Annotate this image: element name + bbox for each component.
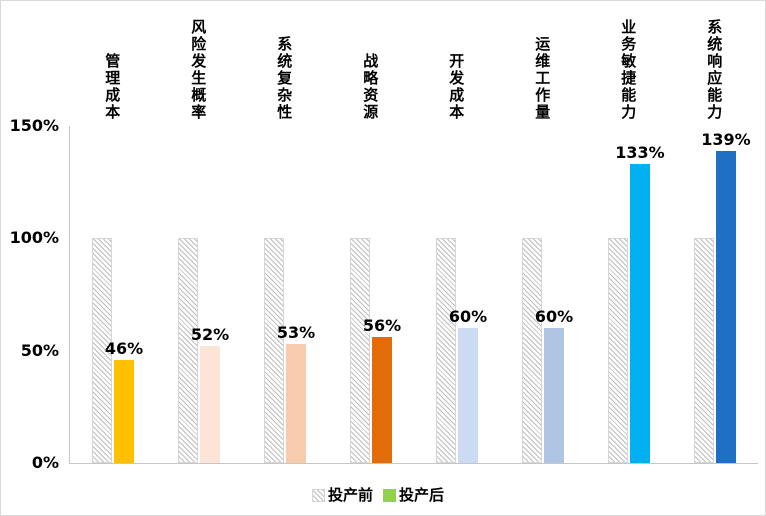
value-label: 60% xyxy=(448,307,488,327)
bar-before-wrap xyxy=(694,126,714,463)
bar-before-wrap xyxy=(608,126,628,463)
bar-after-wrap: 52% xyxy=(191,126,229,463)
bar-before-wrap xyxy=(522,126,542,463)
bar-group: 60% xyxy=(500,126,586,463)
category-label-cell: 开发成本 xyxy=(413,5,499,121)
bar-before-wrap xyxy=(92,126,112,463)
bar-before xyxy=(608,238,628,463)
y-tick-label: 100% xyxy=(9,228,59,248)
bar-group: 139% xyxy=(672,126,758,463)
bar-after-wrap: 60% xyxy=(449,126,487,463)
value-label: 52% xyxy=(190,325,230,345)
bar-group: 53% xyxy=(242,126,328,463)
category-label: 业务敏捷能力 xyxy=(619,19,638,121)
category-label: 战略资源 xyxy=(361,53,380,121)
bar-group: 133% xyxy=(586,126,672,463)
bar-after-wrap: 56% xyxy=(363,126,401,463)
category-label: 系统响应能力 xyxy=(705,19,724,121)
value-label: 139% xyxy=(701,129,751,149)
category-label: 开发成本 xyxy=(447,53,466,121)
bar-before-wrap xyxy=(264,126,284,463)
legend: 投产前 投产后 xyxy=(1,488,765,503)
category-label: 管理成本 xyxy=(103,53,122,121)
bar-after xyxy=(286,343,306,463)
category-label-cell: 业务敏捷能力 xyxy=(585,5,671,121)
bar-before xyxy=(264,238,284,463)
bar-after xyxy=(716,150,736,463)
bar-after xyxy=(630,164,650,463)
value-label: 60% xyxy=(534,307,574,327)
legend-before-label: 投产前 xyxy=(327,486,373,504)
plot-area: 46% 52% 53% 56% 60% 60% 133% 139% xyxy=(69,126,758,464)
legend-after-swatch xyxy=(383,489,396,502)
value-label: 53% xyxy=(276,322,316,342)
bar-after-wrap: 133% xyxy=(615,126,665,463)
bar-before xyxy=(350,238,370,463)
bar-before xyxy=(178,238,198,463)
value-label: 133% xyxy=(615,143,665,163)
bar-before xyxy=(522,238,542,463)
value-label: 46% xyxy=(104,338,144,358)
category-label-cell: 系统响应能力 xyxy=(671,5,757,121)
category-label: 运维工作量 xyxy=(533,36,552,121)
bar-after xyxy=(114,359,134,463)
bar-group: 46% xyxy=(70,126,156,463)
bar-after xyxy=(200,346,220,463)
bar-group: 56% xyxy=(328,126,414,463)
y-tick-label: 0% xyxy=(31,453,59,472)
bar-group: 60% xyxy=(414,126,500,463)
bar-after-wrap: 139% xyxy=(701,126,751,463)
bar-before xyxy=(694,238,714,463)
bar-after xyxy=(544,328,564,463)
value-label: 56% xyxy=(362,316,402,336)
bar-group: 52% xyxy=(156,126,242,463)
category-labels: 管理成本 风险发生概率 系统复杂性 战略资源 开发成本 运维工作量 业务敏捷能力 系统响应能力 xyxy=(69,5,757,121)
bar-before xyxy=(436,238,456,463)
y-axis: 150% 100% 50% 0% xyxy=(1,1,63,515)
bar-before-wrap xyxy=(436,126,456,463)
bar-before xyxy=(92,238,112,463)
category-label-cell: 战略资源 xyxy=(327,5,413,121)
bar-after-wrap: 53% xyxy=(277,126,315,463)
bar-after xyxy=(458,328,478,463)
y-tick-label: 150% xyxy=(9,116,59,135)
category-label-cell: 运维工作量 xyxy=(499,5,585,121)
bar-after-wrap: 60% xyxy=(535,126,573,463)
bar-after-wrap: 46% xyxy=(105,126,143,463)
category-label: 风险发生概率 xyxy=(189,19,208,121)
category-label-cell: 管理成本 xyxy=(69,5,155,121)
category-label-cell: 系统复杂性 xyxy=(241,5,327,121)
legend-before-swatch xyxy=(311,489,325,502)
bar-before-wrap xyxy=(350,126,370,463)
bar-after xyxy=(372,337,392,463)
y-tick-label: 50% xyxy=(20,340,59,360)
category-label: 系统复杂性 xyxy=(275,36,294,121)
legend-after-label: 投产后 xyxy=(399,486,445,504)
category-label-cell: 风险发生概率 xyxy=(155,5,241,121)
bar-before-wrap xyxy=(178,126,198,463)
